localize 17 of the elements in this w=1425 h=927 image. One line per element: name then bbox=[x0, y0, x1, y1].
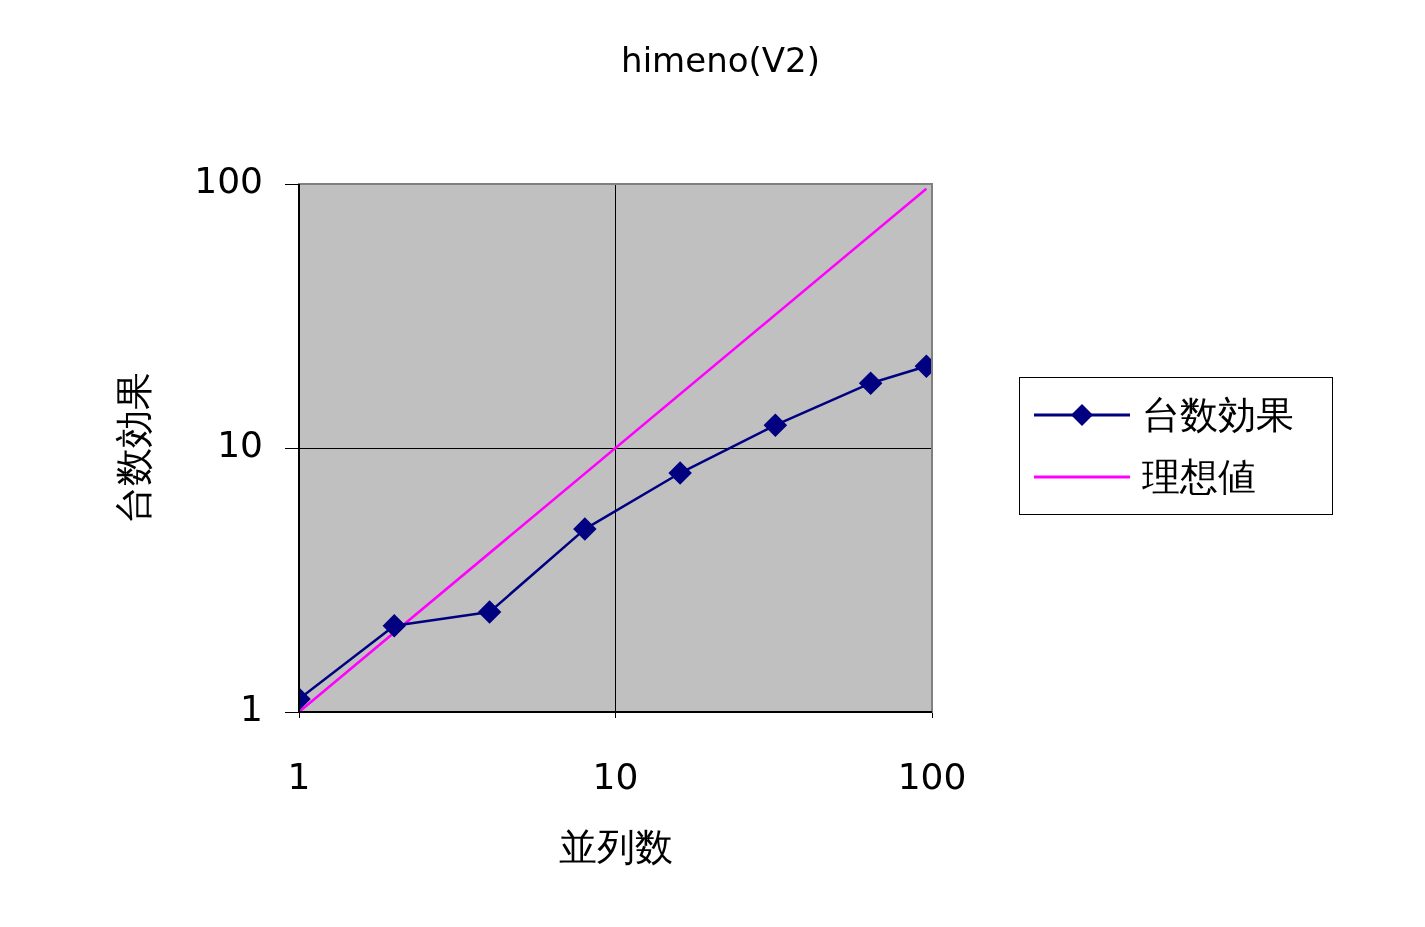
point bbox=[573, 517, 597, 541]
y-tick-label: 10 bbox=[217, 424, 263, 466]
point bbox=[859, 371, 882, 395]
y-tick-label: 1 bbox=[240, 688, 263, 730]
point bbox=[478, 600, 501, 624]
y-tick-label: 100 bbox=[194, 160, 263, 202]
legend-label: 理想値 bbox=[1142, 453, 1256, 501]
x-tick-label: 1 bbox=[287, 755, 311, 797]
y-axis-title: 台数効果 bbox=[111, 372, 156, 524]
point bbox=[668, 461, 692, 485]
x-tick-label: 10 bbox=[592, 755, 639, 797]
point bbox=[764, 413, 787, 437]
x-axis-title: 並列数 bbox=[558, 825, 673, 870]
point bbox=[383, 614, 406, 638]
legend-label: 台数効果 bbox=[1142, 391, 1294, 439]
x-tick-label: 100 bbox=[897, 755, 967, 797]
chart-title: himeno(V2) bbox=[620, 40, 821, 80]
